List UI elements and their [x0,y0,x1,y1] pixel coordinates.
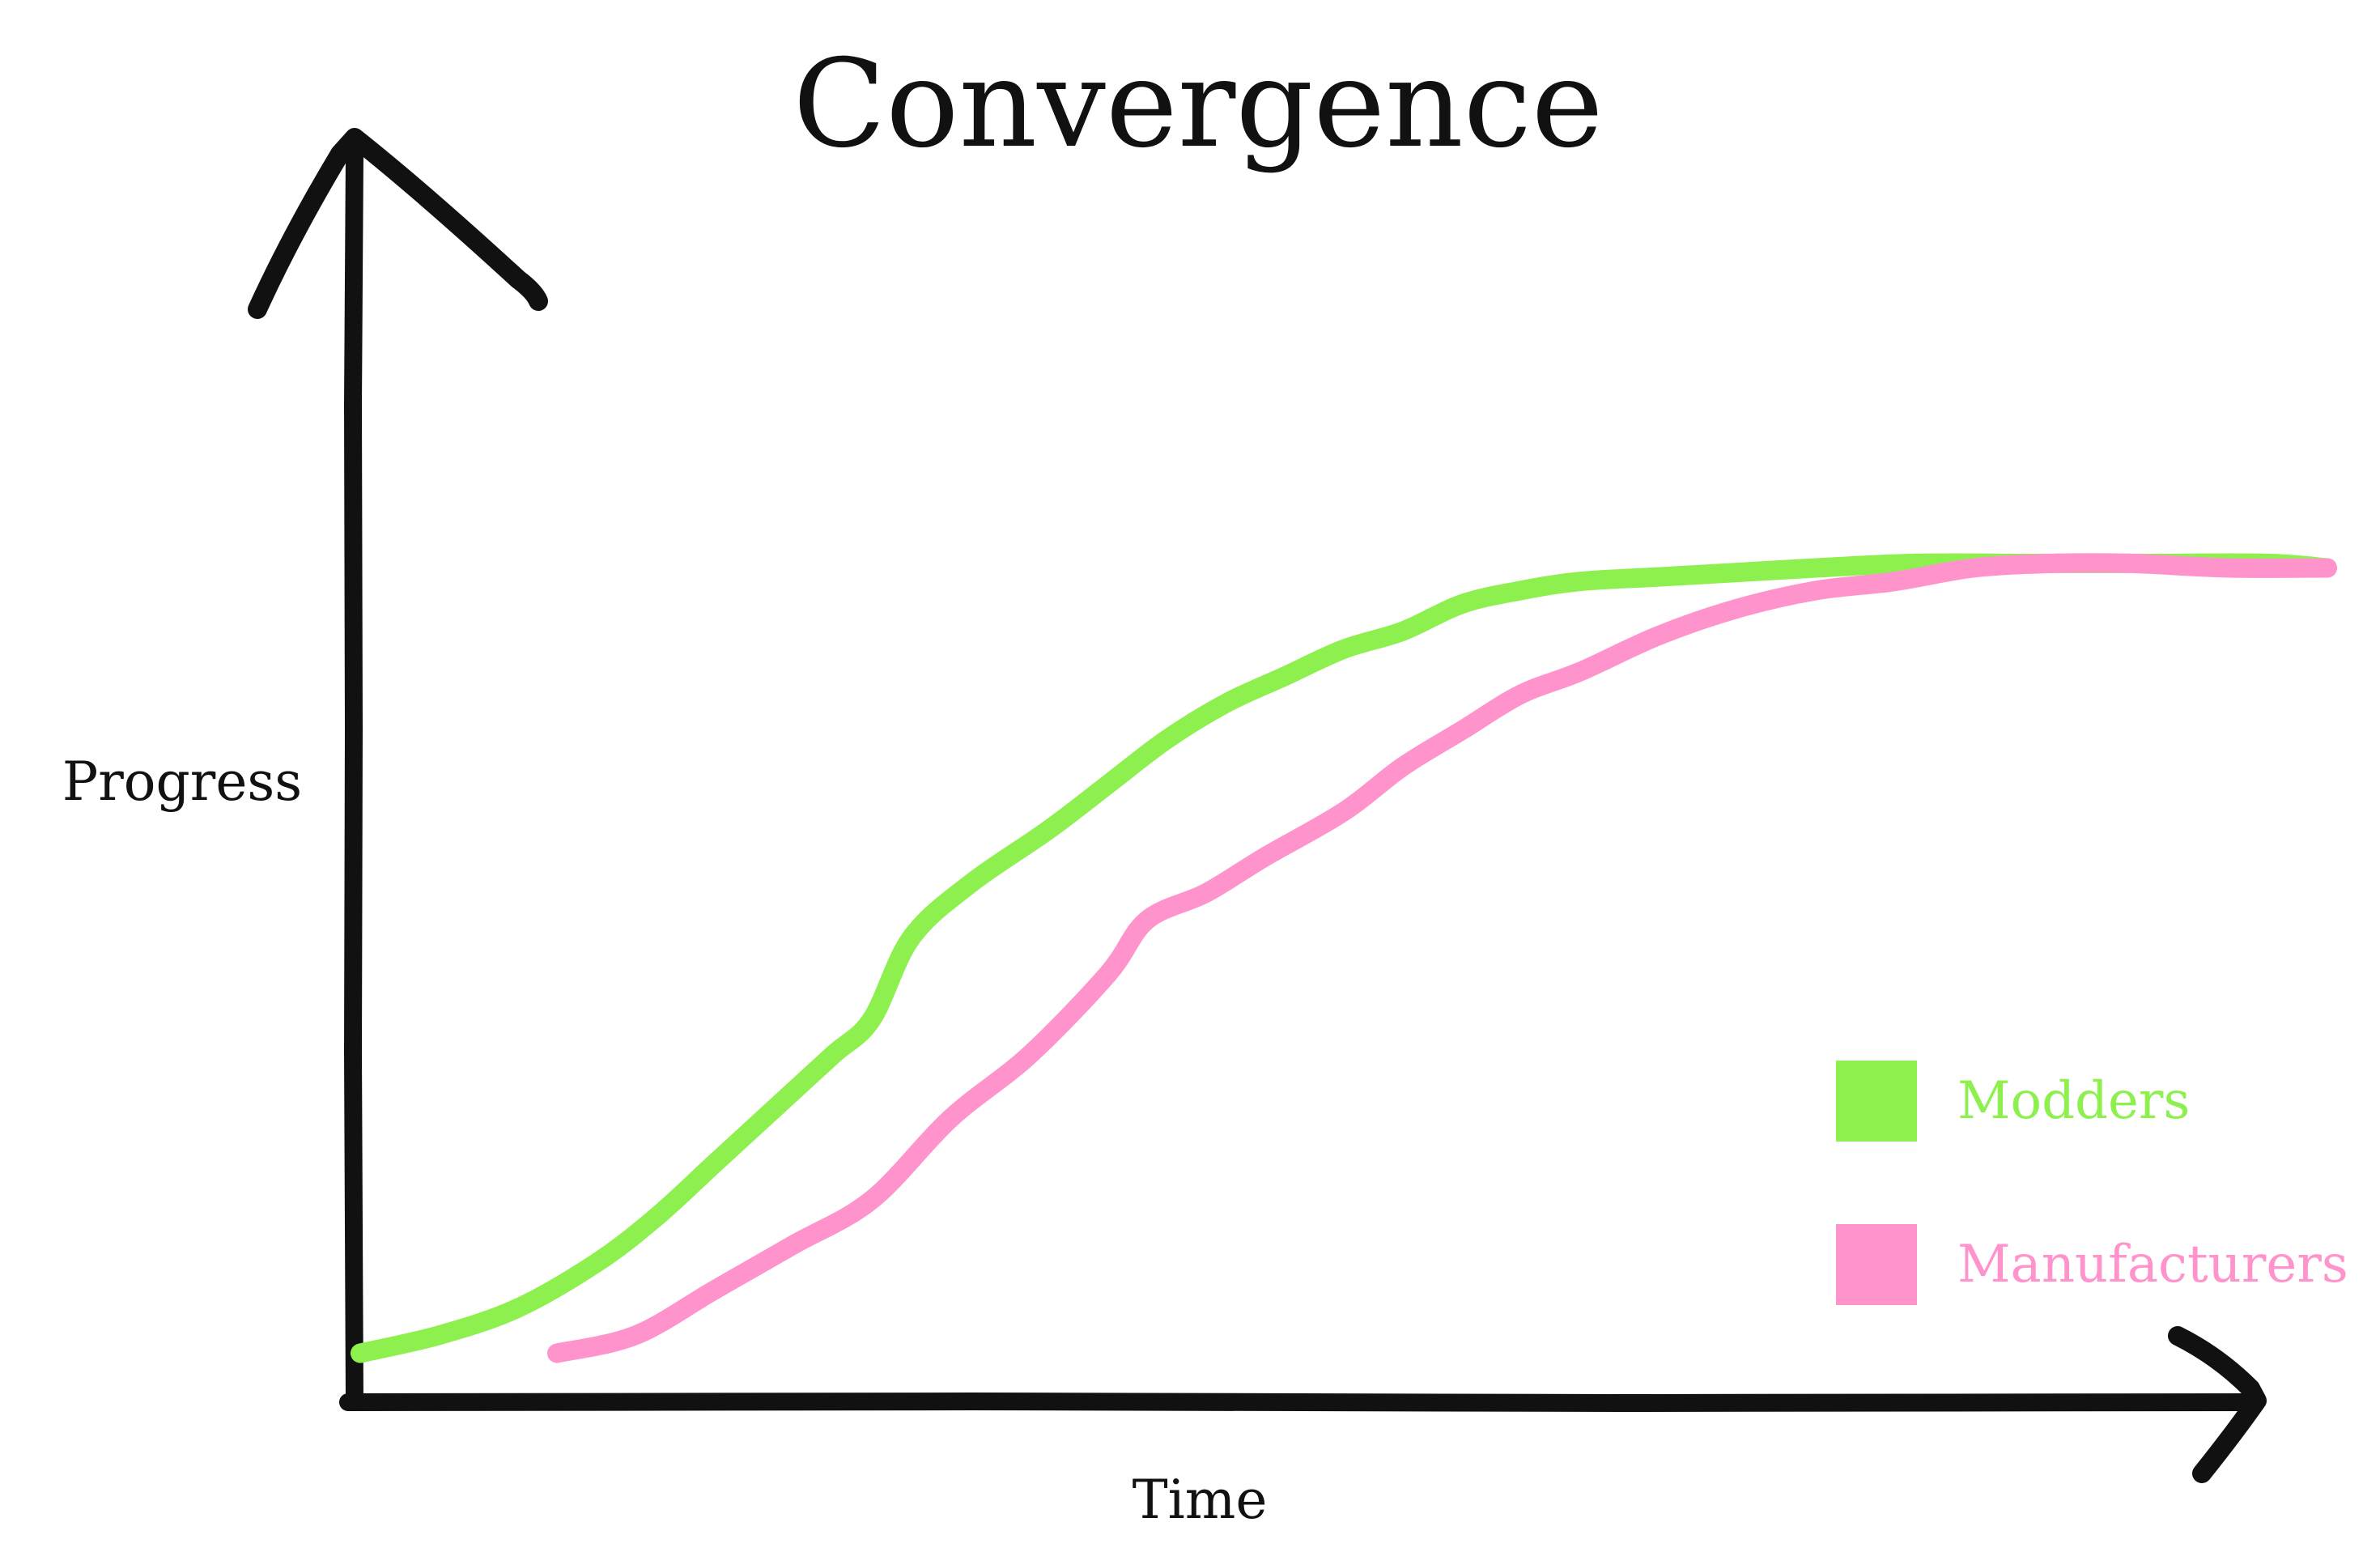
series-line-manufacturers [547,553,2337,1363]
y-axis-arrowhead [248,128,548,319]
legend-swatch-modders [1836,1061,1917,1142]
y-axis-line [344,145,363,1411]
x-axis-label: Time [1133,1469,1268,1531]
y-axis-label: Progress [62,750,302,813]
legend-label-modders: Modders [1957,1071,2190,1131]
series-layer [351,553,2337,1363]
legend: Modders Manufacturers [1836,1061,2348,1305]
chart-title: Convergence [793,34,1603,175]
legend-label-manufacturers: Manufacturers [1957,1235,2348,1295]
series-line-modders [351,553,2337,1363]
x-axis-line [339,1393,2255,1412]
x-axis-arrowhead [2168,1326,2267,1483]
legend-swatch-manufacturers [1836,1224,1917,1305]
